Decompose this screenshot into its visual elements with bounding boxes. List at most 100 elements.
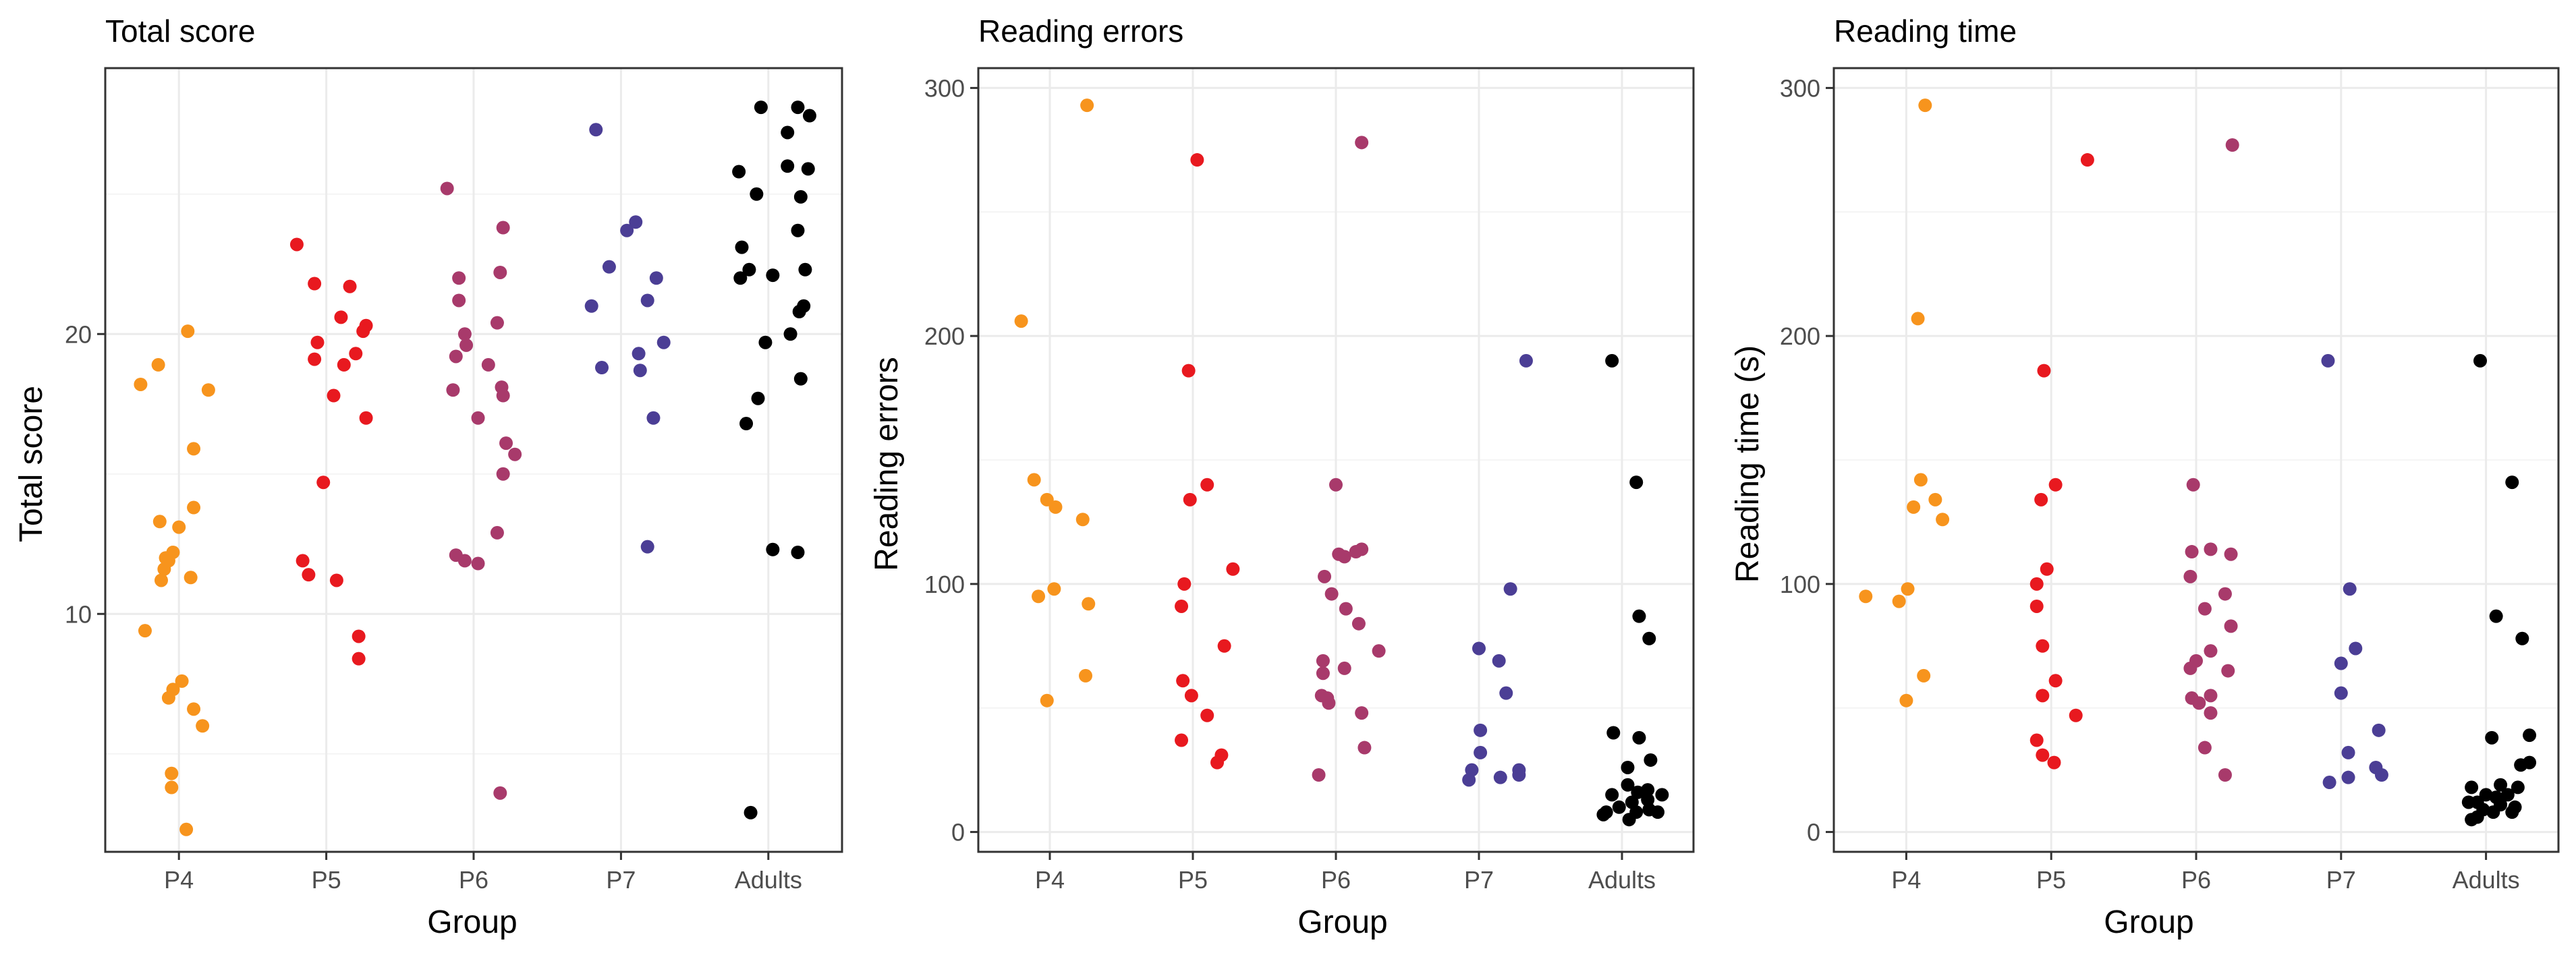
data-point bbox=[1519, 353, 1533, 368]
data-point bbox=[2500, 788, 2515, 802]
data-point bbox=[1322, 696, 1336, 710]
data-point bbox=[187, 702, 201, 716]
data-point bbox=[1641, 792, 1655, 807]
series-p5 bbox=[1175, 153, 1240, 770]
data-point bbox=[2343, 582, 2357, 596]
data-point bbox=[1621, 778, 1635, 792]
data-points bbox=[1014, 98, 1669, 827]
data-point bbox=[766, 542, 780, 556]
data-point bbox=[1190, 153, 1204, 167]
data-point bbox=[1316, 654, 1330, 668]
data-point bbox=[620, 223, 634, 237]
data-point bbox=[791, 100, 805, 115]
panel-border bbox=[977, 67, 1695, 853]
x-tick-label: Adults bbox=[2453, 866, 2520, 894]
x-tick-label: P5 bbox=[312, 866, 341, 894]
data-point bbox=[744, 805, 758, 819]
data-point bbox=[2494, 778, 2508, 792]
data-point bbox=[1372, 644, 1386, 658]
data-point bbox=[2224, 619, 2238, 633]
data-point bbox=[329, 573, 343, 587]
data-point bbox=[751, 391, 765, 405]
data-point bbox=[1474, 723, 1488, 737]
data-point bbox=[1899, 693, 1913, 707]
data-point bbox=[2218, 587, 2232, 601]
data-point bbox=[750, 187, 764, 201]
data-point bbox=[1492, 654, 1506, 668]
data-point bbox=[754, 100, 768, 115]
data-point bbox=[1014, 314, 1028, 328]
data-point bbox=[793, 372, 808, 386]
data-point bbox=[1606, 726, 1621, 740]
data-point bbox=[1324, 587, 1339, 601]
series-p7 bbox=[1462, 353, 1533, 787]
data-point bbox=[452, 271, 466, 285]
series-p4 bbox=[1014, 98, 1096, 707]
data-point bbox=[2183, 569, 2197, 583]
data-point bbox=[732, 165, 746, 179]
data-point bbox=[632, 347, 646, 361]
x-tick-label: P5 bbox=[1178, 866, 1208, 894]
x-tick-label: P6 bbox=[459, 866, 488, 894]
data-point bbox=[2485, 730, 2499, 745]
data-point bbox=[179, 822, 194, 836]
data-point bbox=[359, 411, 373, 425]
data-point bbox=[2185, 545, 2199, 559]
data-point bbox=[1200, 708, 1214, 722]
data-point bbox=[2349, 641, 2363, 656]
data-point bbox=[1474, 745, 1488, 759]
series-p6 bbox=[2183, 138, 2239, 782]
y-axis: 0 100 200 300 bbox=[924, 74, 978, 846]
data-point bbox=[2204, 644, 2218, 658]
data-point bbox=[589, 123, 603, 137]
data-point bbox=[1629, 475, 1644, 490]
data-point bbox=[161, 691, 175, 705]
data-point bbox=[2192, 696, 2206, 710]
data-point bbox=[742, 262, 756, 277]
data-point bbox=[2489, 609, 2503, 623]
data-point bbox=[633, 364, 647, 378]
data-point bbox=[1027, 473, 1041, 487]
data-point bbox=[337, 357, 351, 372]
data-point bbox=[2036, 689, 2050, 703]
data-point bbox=[2048, 674, 2063, 688]
data-point bbox=[640, 293, 654, 308]
data-point bbox=[758, 335, 773, 349]
data-point bbox=[2515, 631, 2529, 645]
data-point bbox=[1175, 599, 1189, 613]
data-point bbox=[1632, 609, 1646, 623]
data-point bbox=[165, 780, 179, 795]
data-point bbox=[739, 417, 754, 431]
data-point bbox=[1175, 733, 1189, 747]
data-point bbox=[1651, 805, 1664, 819]
data-point bbox=[2204, 542, 2218, 556]
data-point bbox=[1512, 768, 1526, 782]
data-point bbox=[2069, 708, 2083, 722]
data-point bbox=[2080, 153, 2094, 167]
data-point bbox=[2204, 706, 2218, 720]
x-axis: P4 P5 P6 P7 Adults bbox=[1891, 852, 2520, 894]
data-point bbox=[496, 467, 510, 481]
series-adults bbox=[732, 100, 816, 819]
series-adults bbox=[2461, 353, 2537, 827]
data-point bbox=[1177, 577, 1192, 591]
data-point bbox=[2341, 770, 2355, 784]
data-point bbox=[1355, 136, 1369, 150]
data-point bbox=[2036, 639, 2050, 653]
y-tick-label: 0 bbox=[951, 819, 965, 846]
data-point bbox=[2029, 577, 2044, 591]
data-point bbox=[1917, 668, 1931, 683]
data-point bbox=[152, 515, 167, 529]
data-point bbox=[457, 554, 472, 568]
x-tick-label: P6 bbox=[1321, 866, 1351, 894]
data-point bbox=[798, 262, 812, 277]
data-point bbox=[459, 338, 474, 352]
data-point bbox=[1312, 768, 1326, 782]
data-point bbox=[1082, 597, 1096, 611]
series-adults bbox=[1596, 353, 1669, 827]
data-point bbox=[481, 357, 495, 372]
data-point bbox=[2029, 599, 2044, 613]
data-point bbox=[2511, 780, 2525, 795]
y-axis: 10 20 bbox=[65, 320, 105, 628]
